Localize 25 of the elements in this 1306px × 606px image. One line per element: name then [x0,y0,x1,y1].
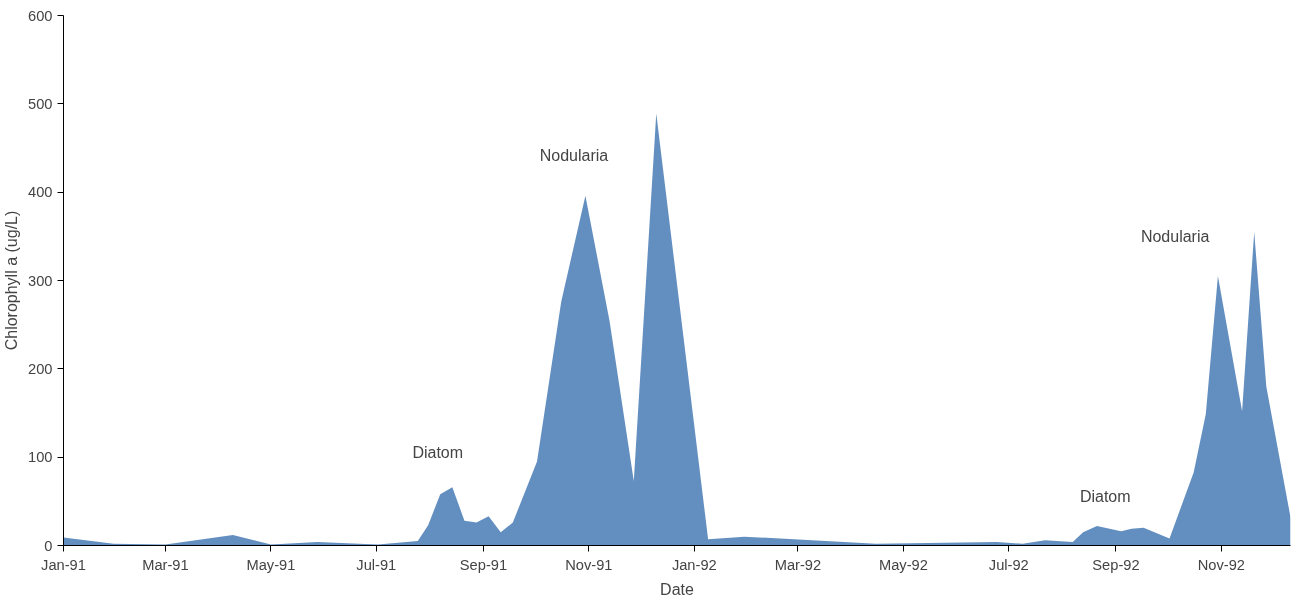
x-tick-label: Sep-92 [1092,556,1140,573]
annotation: Nodularia [539,146,609,164]
y-tick-label: 500 [28,95,53,112]
annotation: Nodularia [1140,227,1210,245]
x-tick-label: Sep-91 [459,556,508,573]
y-tick-label: 200 [28,360,53,377]
annotation: Diatom [412,443,464,461]
y-tick-label: 400 [28,184,53,201]
annotation: Diatom [1079,487,1131,505]
y-axis-title: Chlorophyll a (ug/L) [3,210,21,351]
x-tick-label: May-92 [878,556,928,573]
y-tick-label: 0 [44,537,53,554]
x-tick-label: Nov-92 [1197,556,1245,573]
y-tick-label: 100 [28,449,53,466]
x-tick-label: Nov-91 [565,556,613,573]
x-tick-label: Jan-92 [671,556,717,573]
y-tick-label: 600 [28,7,53,24]
x-tick-label: Jul-92 [988,556,1029,573]
x-axis-title: Date [660,580,694,598]
x-tick-label: Jan-91 [41,556,86,573]
x-tick-label: Jul-91 [356,556,397,573]
x-tick-label: Mar-91 [142,556,189,573]
y-tick-label: 300 [28,272,53,289]
x-tick-label: May-91 [246,556,296,573]
x-tick-label: Mar-92 [774,556,822,573]
